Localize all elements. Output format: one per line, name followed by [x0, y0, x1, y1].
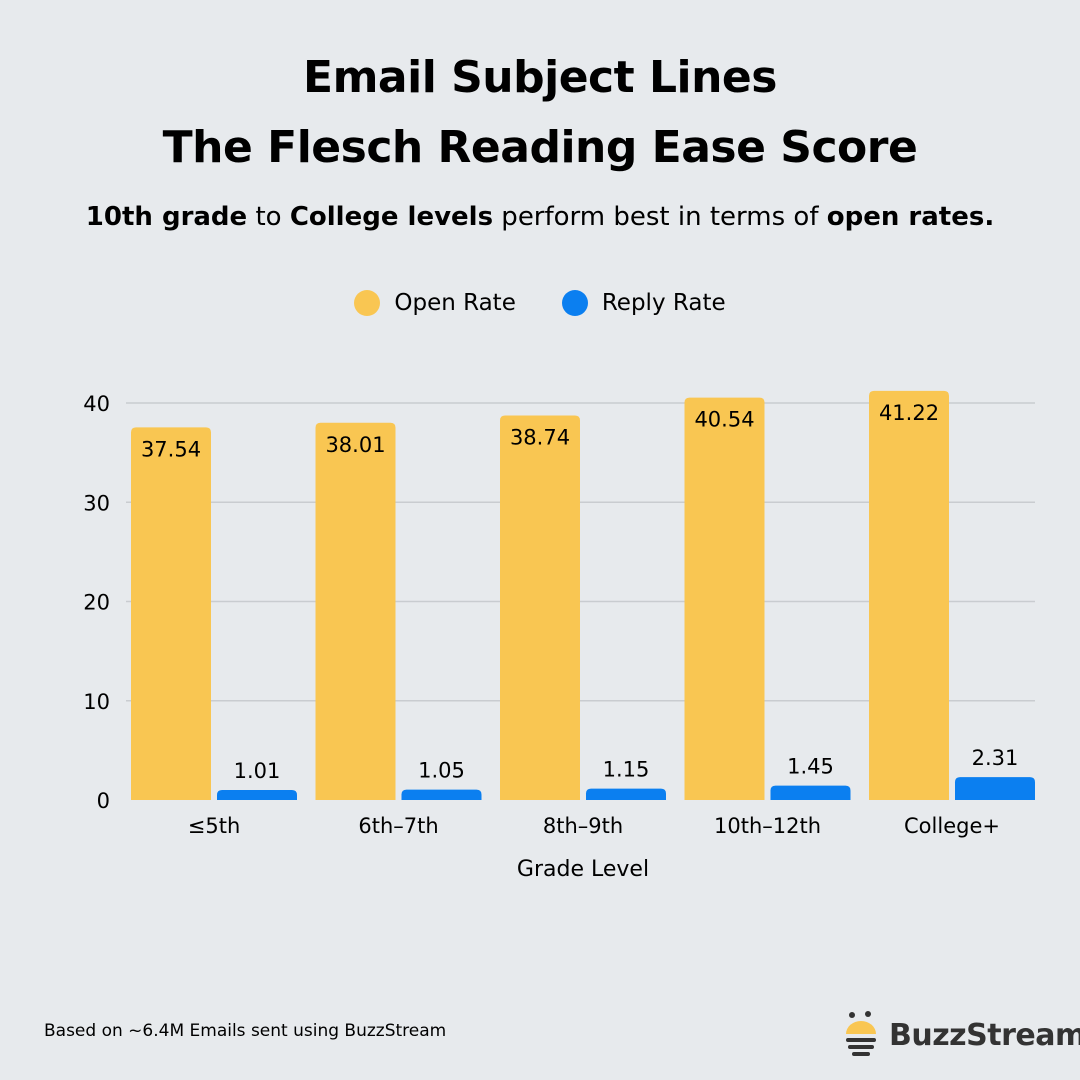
- legend-swatch-reply: [561, 290, 588, 316]
- open-rate-bar: [500, 415, 580, 800]
- x-tick-label: 8th–9th: [543, 814, 623, 838]
- subtitle-text-1: to: [247, 202, 290, 232]
- legend-swatch-open: [354, 290, 381, 316]
- bar-chart: 0 10 20 30 40 37.54 1.01 ≤5th 38.01 1.05 6th–7th 38…: [83, 390, 1035, 882]
- x-tick-label: 6th–7th: [358, 814, 438, 838]
- brand-logo: BuzzStream: [843, 1010, 1080, 1060]
- open-rate-value-label: 37.54: [141, 437, 201, 461]
- legend-item-reply: Reply Rate: [561, 290, 726, 316]
- title-line-2: The Flesch Reading Ease Score: [162, 122, 918, 173]
- reply-rate-value-label: 1.05: [418, 759, 465, 783]
- y-tick-label: 0: [97, 789, 110, 813]
- open-rate-bar: [684, 397, 765, 800]
- reply-rate-value-label: 1.15: [603, 758, 650, 782]
- x-axis-title: Grade Level: [517, 857, 649, 882]
- reply-rate-bar: [586, 788, 666, 800]
- reply-rate-bar: [770, 785, 851, 800]
- reply-rate-value-label: 1.45: [787, 755, 834, 779]
- legend-item-open: Open Rate: [354, 290, 516, 316]
- x-tick-label: 10th–12th: [714, 814, 821, 838]
- footnote: Based on ~6.4M Emails sent using BuzzStr…: [44, 1021, 447, 1041]
- bee-logo-icon: [846, 1011, 876, 1056]
- x-tick-label: College+: [904, 814, 1000, 838]
- title-line-1: Email Subject Lines: [303, 52, 777, 103]
- reply-rate-value-label: 2.31: [972, 746, 1019, 770]
- open-rate-bar: [315, 422, 396, 800]
- open-rate-value-label: 40.54: [694, 408, 754, 432]
- open-rate-value-label: 41.22: [879, 401, 939, 425]
- open-rate-value-label: 38.74: [510, 426, 570, 450]
- y-tick-label: 10: [83, 690, 110, 714]
- legend: Open Rate Reply Rate: [0, 290, 1080, 316]
- y-tick-label: 30: [83, 491, 110, 515]
- legend-label-open: Open Rate: [394, 290, 516, 316]
- open-rate-bar: [869, 390, 949, 800]
- reply-rate-bar: [401, 789, 482, 800]
- subtitle-bold-2: College levels: [289, 202, 494, 232]
- reply-rate-bar: [955, 777, 1035, 800]
- subtitle-bold-3: open rates.: [826, 202, 995, 232]
- y-tick-label: 20: [83, 591, 110, 615]
- legend-label-reply: Reply Rate: [601, 290, 726, 316]
- brand-name: BuzzStream: [889, 1017, 1080, 1053]
- subtitle: 10th grade to College levels perform bes…: [0, 202, 1080, 232]
- y-tick-label: 40: [83, 392, 110, 416]
- subtitle-bold-1: 10th grade: [85, 202, 248, 232]
- open-rate-value-label: 38.01: [325, 433, 385, 457]
- x-tick-label: ≤5th: [188, 814, 241, 838]
- reply-rate-value-label: 1.01: [234, 759, 281, 783]
- reply-rate-bar: [217, 789, 297, 800]
- open-rate-bar: [131, 427, 211, 800]
- subtitle-text-2: perform best in terms of: [493, 202, 827, 232]
